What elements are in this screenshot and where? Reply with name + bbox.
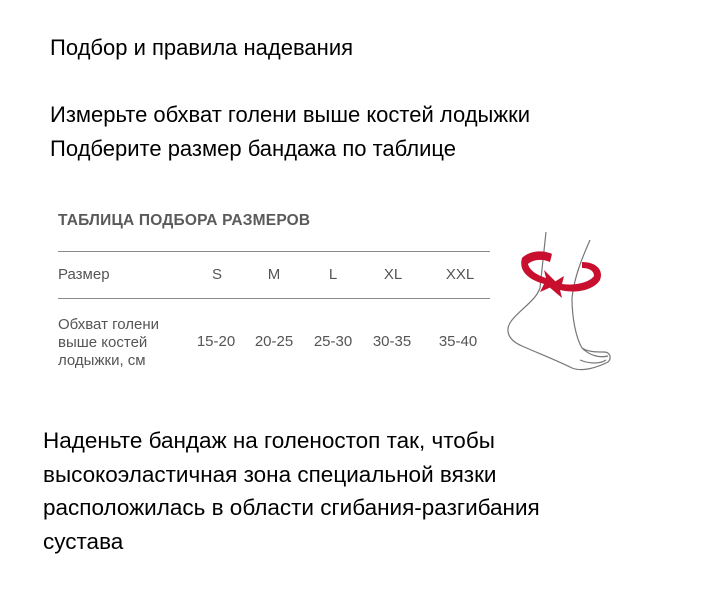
text-line: сустава xyxy=(43,528,124,554)
wearing-instructions: Наденьте бандаж на голеностоп так, чтобы… xyxy=(43,424,540,558)
size-s: S xyxy=(211,266,222,283)
size-m: M xyxy=(267,266,281,283)
arrow-left xyxy=(521,251,558,292)
text-line: высокоэластичная зона специальной вязки xyxy=(43,461,497,487)
value-m: 20-25 xyxy=(254,333,294,350)
row-label-line: выше костей xyxy=(58,334,148,351)
ankle-measure-icon xyxy=(507,231,611,371)
size-xl: XL xyxy=(383,266,403,283)
row-label: Обхват голени выше костей лодыжки, см xyxy=(58,316,159,370)
text-line: Наденьте бандаж на голеностоп так, чтобы xyxy=(43,428,495,453)
value-xl: 30-35 xyxy=(372,333,412,350)
instruction-choose-size: Подберите размер бандажа по таблице xyxy=(50,136,456,161)
text-line: расположилась в области сгибания-разгиба… xyxy=(43,495,540,520)
value-s: 15-20 xyxy=(196,333,236,350)
value-l: 25-30 xyxy=(313,333,353,350)
row-label-line: Обхват голени xyxy=(58,316,160,333)
size-header-label: Размер xyxy=(58,266,110,283)
size-xxl: XXL xyxy=(445,266,475,283)
instruction-measure: Измерьте обхват голени выше костей лодыж… xyxy=(50,102,531,127)
table-divider xyxy=(58,298,490,299)
table-divider xyxy=(58,251,490,252)
size-l: L xyxy=(328,266,338,283)
arrow-right xyxy=(548,262,602,298)
size-table-title: ТАБЛИЦА ПОДБОРА РАЗМЕРОВ xyxy=(58,212,311,229)
heading: Подбор и правила надевания xyxy=(50,35,354,60)
value-xxl: 35-40 xyxy=(438,333,478,350)
row-label-line: лодыжки, см xyxy=(58,352,146,369)
